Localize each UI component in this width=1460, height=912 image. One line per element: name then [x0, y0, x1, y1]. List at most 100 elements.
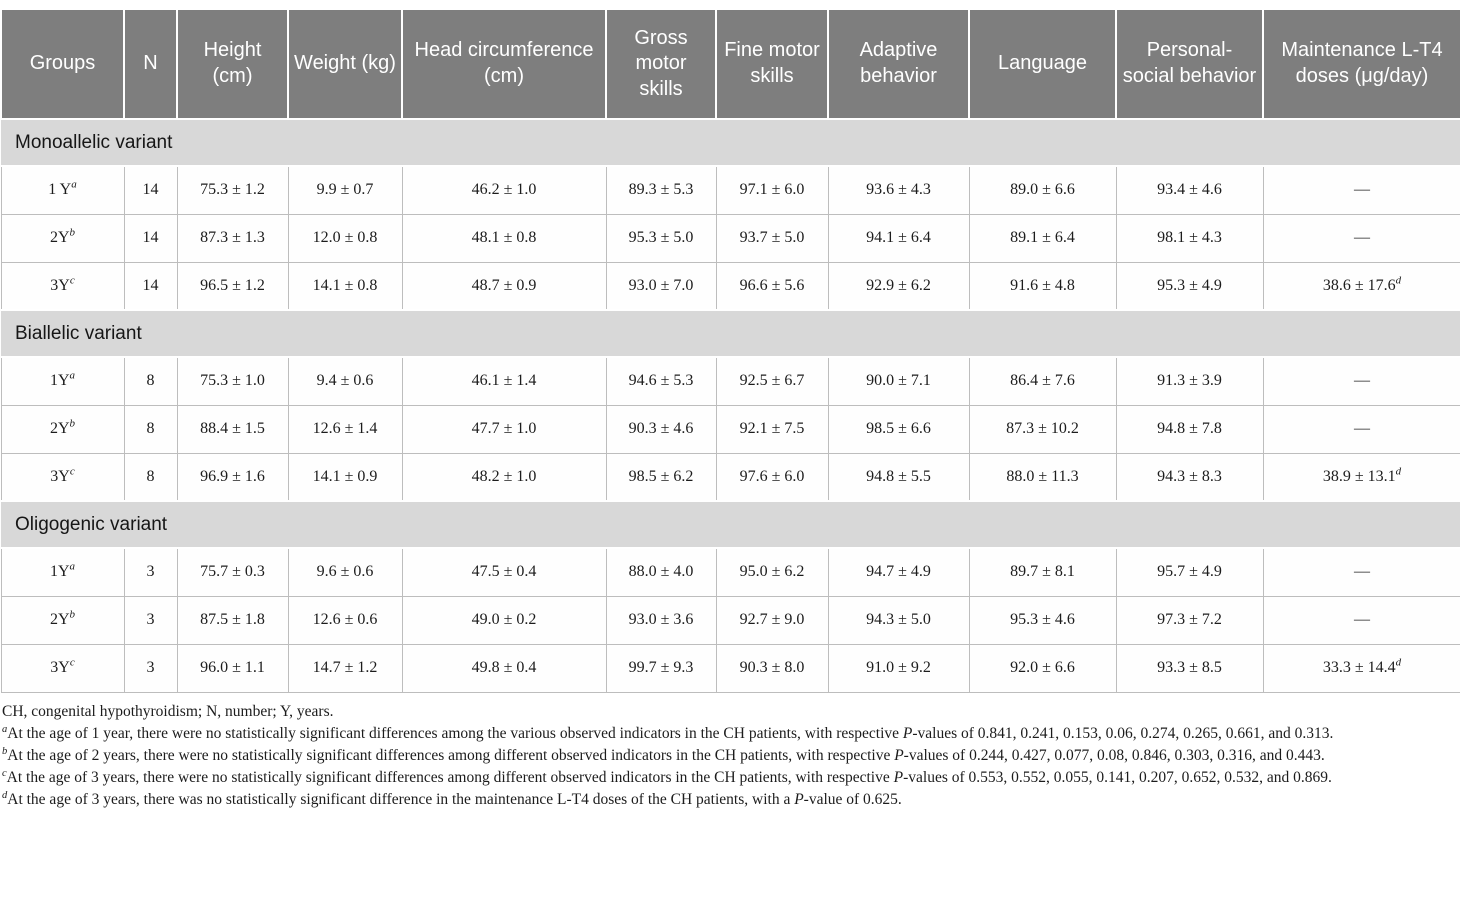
group-age-label: 1 Y — [48, 181, 72, 199]
footnote-text: -value of 0.625. — [803, 790, 902, 808]
footnote-marker: c — [2, 767, 7, 779]
section-title: Monoallelic variant — [15, 131, 173, 153]
cell-gross-motor: 89.3 ± 5.3 — [605, 165, 717, 215]
cell-language: 87.3 ± 10.2 — [968, 404, 1117, 454]
section-header-row: Biallelic variant — [1, 309, 1460, 358]
cell-n: 14 — [123, 261, 178, 311]
cell-language: 89.0 ± 6.6 — [968, 165, 1117, 215]
cell-personal-social: 98.1 ± 4.3 — [1115, 213, 1264, 263]
cell-n: 3 — [123, 547, 178, 597]
lt4-footnote-marker: d — [1395, 465, 1402, 478]
cell-adaptive-behavior: 98.5 ± 6.6 — [827, 404, 970, 454]
cell-weight: 14.7 ± 1.2 — [287, 643, 403, 693]
footnote-italic: P — [894, 746, 904, 764]
cell-height: 96.9 ± 1.6 — [176, 452, 289, 502]
footnote-marker: d — [2, 789, 8, 801]
cell-weight: 12.6 ± 0.6 — [287, 595, 403, 645]
cell-height: 87.3 ± 1.3 — [176, 213, 289, 263]
cell-adaptive-behavior: 91.0 ± 9.2 — [827, 643, 970, 693]
cell-n: 8 — [123, 452, 178, 502]
cell-n: 14 — [123, 213, 178, 263]
footnote-d: dAt the age of 3 years, there was no sta… — [2, 789, 1456, 811]
table-row: 3Yc 8 96.9 ± 1.6 14.1 ± 0.9 48.2 ± 1.0 9… — [0, 452, 1460, 502]
lt4-dose-value: 38.6 ± 17.6 — [1322, 276, 1396, 294]
cell-n: 8 — [123, 404, 178, 454]
group-age-label: 1Y — [49, 372, 70, 390]
cell-lt4-dose: 38.6 ± 17.6d — [1262, 261, 1460, 311]
lt4-footnote-marker: d — [1395, 656, 1402, 669]
cell-gross-motor: 88.0 ± 4.0 — [605, 547, 717, 597]
cell-group-label: 2Yb — [0, 213, 125, 263]
footnote-text: -values of 0.244, 0.427, 0.077, 0.08, 0.… — [903, 746, 1325, 764]
cell-lt4-dose: — — [1262, 213, 1460, 263]
cell-fine-motor: 92.7 ± 9.0 — [715, 595, 829, 645]
section-header-cell: Monoallelic variant — [1, 118, 1460, 167]
cell-lt4-dose: — — [1262, 595, 1460, 645]
col-header-fine-motor: Fine motor skills — [715, 8, 829, 120]
group-age-label: 2Y — [49, 420, 70, 437]
cell-gross-motor: 98.5 ± 6.2 — [605, 452, 717, 502]
cell-personal-social: 95.7 ± 4.9 — [1115, 547, 1264, 597]
footnote-text: At the age of 1 year, there were no stat… — [7, 724, 903, 742]
group-footnote-marker: c — [69, 465, 75, 478]
cell-fine-motor: 97.6 ± 6.0 — [715, 452, 829, 502]
cell-gross-motor: 93.0 ± 7.0 — [605, 261, 717, 311]
lt4-dose-value: — — [1354, 420, 1370, 437]
col-header-adaptive-behavior: Adaptive behavior — [827, 8, 970, 120]
cell-weight: 9.4 ± 0.6 — [287, 356, 403, 406]
lt4-dose-value: — — [1354, 229, 1370, 246]
cell-fine-motor: 95.0 ± 6.2 — [715, 547, 829, 597]
cell-group-label: 2Yb — [0, 595, 125, 645]
lt4-footnote-marker: d — [1395, 274, 1402, 287]
group-footnote-marker: b — [69, 417, 76, 430]
cell-adaptive-behavior: 94.8 ± 5.5 — [827, 452, 970, 502]
cell-weight: 14.1 ± 0.9 — [287, 452, 403, 502]
cell-fine-motor: 90.3 ± 8.0 — [715, 643, 829, 693]
lt4-dose-value: — — [1354, 372, 1370, 390]
footnote-italic: P — [893, 768, 904, 786]
table-row: 3Yc 3 96.0 ± 1.1 14.7 ± 1.2 49.8 ± 0.4 9… — [0, 643, 1460, 693]
table-row: 3Yc 14 96.5 ± 1.2 14.1 ± 0.8 48.7 ± 0.9 … — [0, 261, 1460, 311]
group-age-label: 3Y — [50, 276, 70, 294]
footnote-a: aAt the age of 1 year, there were no sta… — [2, 723, 1456, 745]
lt4-dose-value: — — [1354, 563, 1370, 581]
group-age-label: 3Y — [50, 467, 70, 485]
footnote-text: At the age of 3 years, there were no sta… — [6, 768, 894, 786]
cell-lt4-dose: 33.3 ± 14.4d — [1262, 643, 1460, 693]
cell-n: 3 — [123, 595, 178, 645]
cell-weight: 14.1 ± 0.8 — [287, 261, 403, 311]
cell-n: 3 — [123, 643, 178, 693]
cell-fine-motor: 92.1 ± 7.5 — [715, 404, 829, 454]
col-header-head-circumference: Head circumference (cm) — [401, 8, 607, 120]
group-age-label: 2Y — [49, 229, 70, 246]
cell-head-circumference: 46.1 ± 1.4 — [401, 356, 607, 406]
cell-head-circumference: 47.5 ± 0.4 — [401, 547, 607, 597]
cell-personal-social: 93.4 ± 4.6 — [1115, 165, 1264, 215]
col-header-personal-social: Personal-social behavior — [1115, 8, 1264, 120]
cell-group-label: 3Yc — [0, 643, 125, 693]
group-footnote-marker: a — [69, 560, 76, 573]
cell-adaptive-behavior: 94.1 ± 6.4 — [827, 213, 970, 263]
cell-lt4-dose: — — [1262, 356, 1460, 406]
col-header-n: N — [123, 8, 178, 120]
cell-adaptive-behavior: 94.7 ± 4.9 — [827, 547, 970, 597]
cell-height: 96.0 ± 1.1 — [176, 643, 289, 693]
group-footnote-marker: a — [71, 178, 77, 191]
cell-adaptive-behavior: 93.6 ± 4.3 — [827, 165, 970, 215]
table-row: 2Yb 8 88.4 ± 1.5 12.6 ± 1.4 47.7 ± 1.0 9… — [0, 404, 1460, 454]
table-row: 1 Ya 14 75.3 ± 1.2 9.9 ± 0.7 46.2 ± 1.0 … — [0, 165, 1460, 215]
cell-height: 75.3 ± 1.2 — [176, 165, 289, 215]
cell-weight: 12.0 ± 0.8 — [287, 213, 403, 263]
group-age-label: 2Y — [49, 611, 70, 628]
lt4-dose-value: — — [1354, 181, 1370, 199]
section-header-row: Monoallelic variant — [1, 118, 1460, 167]
cell-weight: 9.9 ± 0.7 — [287, 165, 403, 215]
cell-head-circumference: 48.7 ± 0.9 — [401, 261, 607, 311]
footnote-c: cAt the age of 3 years, there were no st… — [2, 767, 1456, 789]
cell-group-label: 3Yc — [0, 452, 125, 502]
cell-group-label: 1 Ya — [0, 165, 125, 215]
cell-height: 75.7 ± 0.3 — [176, 547, 289, 597]
cell-fine-motor: 93.7 ± 5.0 — [715, 213, 829, 263]
cell-head-circumference: 49.0 ± 0.2 — [401, 595, 607, 645]
footnote-marker: b — [2, 745, 8, 757]
